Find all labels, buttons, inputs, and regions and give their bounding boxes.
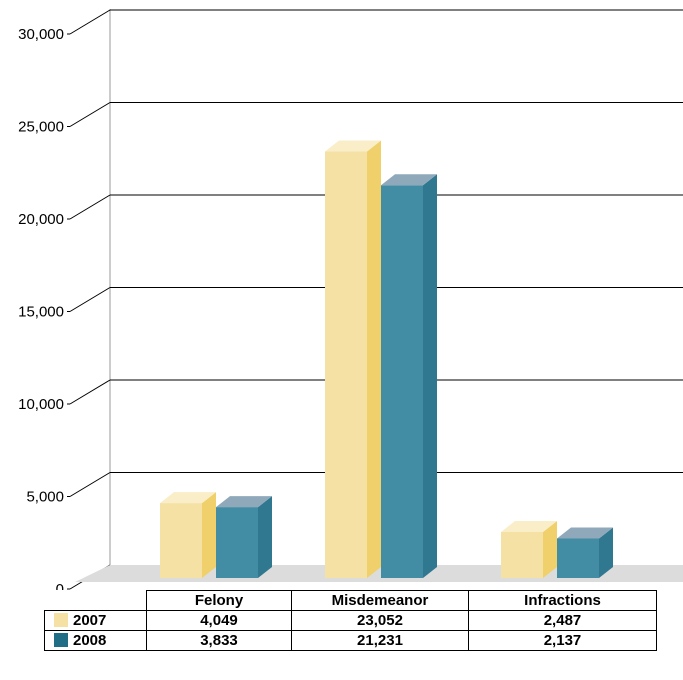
value-2008-infractions: 2,137 xyxy=(468,630,657,651)
category-header-infractions: Infractions xyxy=(468,590,657,611)
table-corner xyxy=(45,591,147,611)
category-header-misdemeanor: Misdemeanor xyxy=(291,590,469,611)
bar-front xyxy=(501,531,543,578)
table-row-2008: 2008 3,833 21,231 2,137 xyxy=(44,630,657,651)
bar-top xyxy=(216,496,272,508)
bar-chart: 0 5,000 10,000 15,000 20,000 25,000 30,000 xyxy=(18,9,683,590)
bar-side xyxy=(543,520,557,578)
legend-label-2008: 2008 xyxy=(73,632,107,649)
bar-2007-felony xyxy=(160,492,216,578)
bar-side xyxy=(202,492,216,578)
table-header-row: Felony Misdemeanor Infractions xyxy=(45,590,657,611)
value-2007-misdemeanor: 23,052 xyxy=(291,610,469,631)
legend-2007: 2007 xyxy=(44,610,147,631)
legend-swatch-2007 xyxy=(54,613,68,627)
bar-top xyxy=(501,520,557,532)
y-tick-label: 20,000 xyxy=(18,211,64,228)
gridline-diagonal xyxy=(69,9,111,35)
gridline-diagonal xyxy=(69,102,111,127)
gridline-diagonal xyxy=(69,472,111,497)
bar-top xyxy=(160,492,216,504)
y-tick-label: 15,000 xyxy=(18,304,64,321)
bar-side xyxy=(599,527,613,578)
data-table: Felony Misdemeanor Infractions 2007 4,04… xyxy=(44,590,657,651)
gridline-diagonal xyxy=(69,379,111,405)
y-tick-label: 0 xyxy=(56,581,64,590)
bar-2008-felony xyxy=(216,496,272,578)
bar-front xyxy=(557,538,599,578)
y-tick-label: 25,000 xyxy=(18,119,64,136)
gridline-diagonal xyxy=(69,287,111,312)
bar-2008-misdemeanor xyxy=(381,174,437,578)
y-tick-label: 5,000 xyxy=(26,489,64,506)
y-axis-ticks: 0 5,000 10,000 15,000 20,000 25,000 30,000 xyxy=(18,26,64,590)
bars-layer xyxy=(160,140,613,578)
bar-side xyxy=(258,496,272,578)
y-tick-label: 30,000 xyxy=(18,26,64,43)
legend-label-2007: 2007 xyxy=(73,612,107,629)
bar-front xyxy=(381,185,423,578)
category-header-felony: Felony xyxy=(146,590,292,611)
y-tick-label: 10,000 xyxy=(18,396,64,413)
bar-2008-infractions xyxy=(557,527,613,578)
bar-2007-infractions xyxy=(501,520,557,578)
table-row-2007: 2007 4,049 23,052 2,487 xyxy=(44,610,657,631)
gridline-diagonal xyxy=(69,194,111,220)
bar-side xyxy=(367,140,381,578)
bar-2007-misdemeanor xyxy=(325,140,381,578)
bar-front xyxy=(160,503,202,578)
value-2008-misdemeanor: 21,231 xyxy=(291,630,469,651)
legend-2008: 2008 xyxy=(44,630,147,651)
legend-swatch-2008 xyxy=(54,633,68,647)
value-2007-infractions: 2,487 xyxy=(468,610,657,631)
bar-side xyxy=(423,174,437,578)
bar-top xyxy=(325,140,381,152)
value-2008-felony: 3,833 xyxy=(146,630,292,651)
value-2007-felony: 4,049 xyxy=(146,610,292,631)
bar-top xyxy=(381,174,437,186)
bar-front xyxy=(325,151,367,578)
bar-front xyxy=(216,507,258,578)
bar-top xyxy=(557,527,613,539)
